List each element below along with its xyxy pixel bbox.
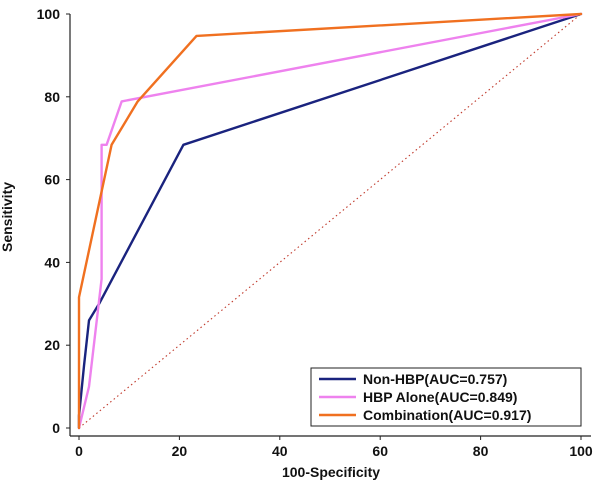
legend-entry-combination: Combination(AUC=0.917) bbox=[363, 407, 531, 423]
x-axis-title: 100-Specificity bbox=[282, 464, 380, 480]
series-group bbox=[77, 12, 583, 430]
y-tick-label: 20 bbox=[44, 337, 60, 353]
legend-entry-hbp-alone: HBP Alone(AUC=0.849) bbox=[363, 389, 517, 405]
y-tick-label: 40 bbox=[44, 254, 60, 270]
x-tick-label: 100 bbox=[569, 443, 593, 459]
y-tick-label: 60 bbox=[44, 172, 60, 188]
x-tick-label: 40 bbox=[272, 443, 288, 459]
x-tick-label: 60 bbox=[372, 443, 388, 459]
axis-ticks: 0 20 40 60 80 100 0 20 40 60 80 100 bbox=[37, 6, 593, 459]
x-tick-label: 20 bbox=[172, 443, 188, 459]
combination-line bbox=[77, 12, 583, 430]
hbp-alone-line bbox=[77, 12, 583, 430]
reference-diagonal-line bbox=[78, 13, 582, 429]
y-tick-label: 80 bbox=[44, 89, 60, 105]
reference-diagonal-group bbox=[78, 13, 582, 429]
legend-entry-non-hbp: Non-HBP(AUC=0.757) bbox=[363, 371, 507, 387]
plot-frame bbox=[69, 14, 591, 437]
y-tick-label: 100 bbox=[37, 6, 61, 22]
x-tick-label: 80 bbox=[473, 443, 489, 459]
y-axis-title: Sensitivity bbox=[0, 182, 15, 252]
legend: Non-HBP(AUC=0.757) HBP Alone(AUC=0.849) Co… bbox=[310, 367, 582, 427]
x-tick-label: 0 bbox=[75, 443, 83, 459]
y-tick-label: 0 bbox=[52, 420, 60, 436]
